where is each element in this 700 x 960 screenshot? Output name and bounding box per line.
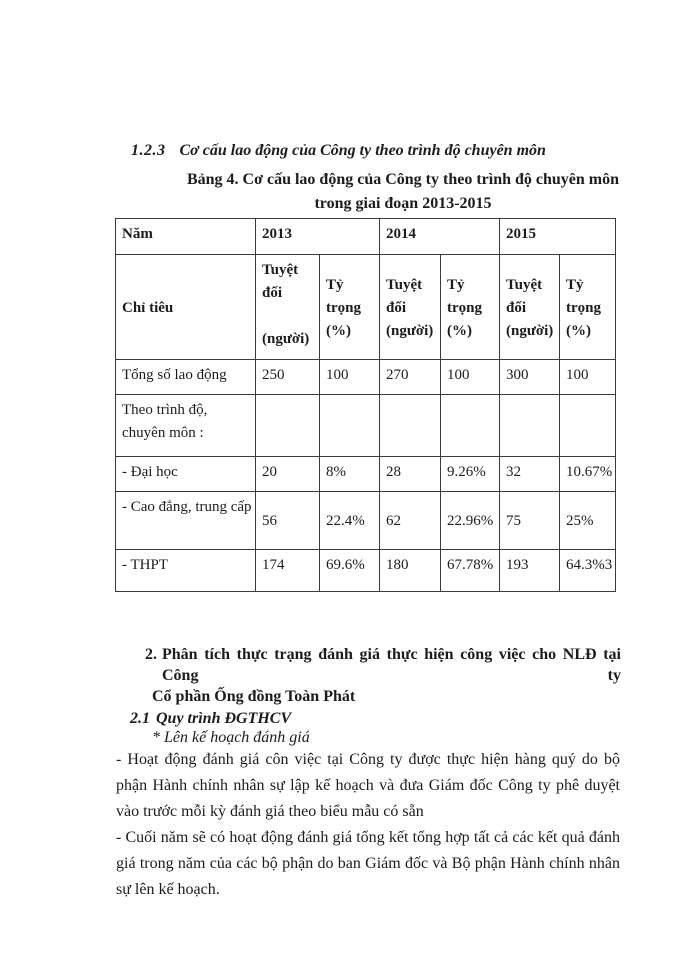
table-cell: 75 [499, 491, 560, 550]
body-paragraph-1: - Hoạt động đánh giá côn việc tại Công t… [116, 751, 620, 820]
subsection-number: 2.1 [130, 710, 150, 727]
header-cell-absolute-2014: Tuyệt đối (người) [379, 254, 441, 360]
table-cell: 180 [379, 549, 441, 592]
table-cell [319, 394, 380, 457]
header-cell-ratio-2013: Tỷ trọng (%) [319, 254, 380, 360]
row-label: Theo trình độ, chuyên môn : [115, 394, 256, 457]
table-row-total: Tổng số lao động 250 100 270 100 300 100 [115, 359, 616, 395]
table-cell: 64.3%3 [559, 549, 616, 592]
table-row-thpt: - THPT 174 69.6% 180 67.78% 193 64.3%3 [115, 549, 616, 592]
table-cell: 62 [379, 491, 441, 550]
table-caption: Bảng 4. Cơ cấu lao động của Công ty theo… [186, 168, 620, 216]
table-cell: 193 [499, 549, 560, 592]
plan-bullet-item: * Lên kế hoạch đánh giá [152, 729, 310, 746]
table-row-years: Năm 2013 2014 2015 [115, 218, 616, 255]
table-cell: 100 [559, 359, 616, 395]
labor-structure-table: Năm 2013 2014 2015 Chỉ tiêu Tuyệt đối (n… [115, 218, 616, 592]
section-2-title-line2: Cổ phần Ống đồng Toàn Phát [152, 688, 356, 705]
row-label: Tổng số lao động [115, 359, 256, 395]
header-cell-ratio-2015: Tỷ trọng (%) [559, 254, 616, 360]
table-cell: 270 [379, 359, 441, 395]
header-cell-2013: 2013 [255, 218, 380, 255]
header-cell-nam: Năm [115, 218, 256, 255]
table-cell: 8% [319, 456, 380, 492]
table-cell [499, 394, 560, 457]
row-label: - Cao đẳng, trung cấp [115, 491, 256, 550]
table-cell: 56 [255, 491, 320, 550]
table-row-cao-dang: - Cao đẳng, trung cấp 56 22.4% 62 22.96%… [115, 491, 616, 550]
table-cell [379, 394, 441, 457]
body-paragraph-2: - Cuối năm sẽ có hoạt động đánh giá tổng… [116, 829, 620, 898]
row-label: - THPT [115, 549, 256, 592]
table-cell: 100 [319, 359, 380, 395]
table-cell: 10.67% [559, 456, 616, 492]
section-number: 1.2.3 [131, 142, 166, 159]
table-cell [440, 394, 500, 457]
table-cell [559, 394, 616, 457]
table-cell: 25% [559, 491, 616, 550]
section-heading-2: 2. Phân tích thực trạng đánh giá thực hi… [145, 644, 621, 707]
table-cell: 9.26% [440, 456, 500, 492]
section-2-title-line1: Phân tích thực trạng đánh giá thực hiện … [162, 646, 621, 684]
section-heading-text: Cơ cấu lao động của Công ty theo trình đ… [179, 142, 546, 159]
header-cell-absolute-2013: Tuyệt đối (người) [255, 254, 320, 360]
subsection-heading-2-1: 2.1 Quy trình ĐGTHCV [130, 708, 700, 729]
table-cell: 32 [499, 456, 560, 492]
table-row-subheaders: Chỉ tiêu Tuyệt đối (người) Tỷ trọng (%) … [115, 254, 616, 360]
header-cell-2015: 2015 [499, 218, 616, 255]
table-cell: 22.4% [319, 491, 380, 550]
section-heading-1-2-3: 1.2.3 Cơ cấu lao động của Công ty theo tr… [131, 142, 700, 160]
table-cell: 250 [255, 359, 320, 395]
table-row-group-label: Theo trình độ, chuyên môn : [115, 394, 616, 457]
table-cell: 69.6% [319, 549, 380, 592]
table-cell: 22.96% [440, 491, 500, 550]
table-cell: 100 [440, 359, 500, 395]
row-label: - Đại học [115, 456, 256, 492]
header-cell-ratio-2014: Tỷ trọng (%) [440, 254, 500, 360]
table-cell: 67.78% [440, 549, 500, 592]
section-2-number: 2. [145, 646, 157, 663]
table-caption-line2: trong giai đoạn 2013-2015 [314, 195, 492, 212]
table-cell: 20 [255, 456, 320, 492]
table-cell [255, 394, 320, 457]
header-cell-chi-tieu: Chỉ tiêu [115, 254, 256, 360]
table-cell: 174 [255, 549, 320, 592]
header-cell-2014: 2014 [379, 218, 500, 255]
table-caption-line1: Bảng 4. Cơ cấu lao động của Công ty theo… [186, 171, 620, 188]
header-cell-absolute-2015: Tuyệt đối (người) [499, 254, 560, 360]
table-row-dai-hoc: - Đại học 20 8% 28 9.26% 32 10.67% [115, 456, 616, 492]
table-cell: 300 [499, 359, 560, 395]
subsection-title: Quy trình ĐGTHCV [156, 710, 292, 727]
table-cell: 28 [379, 456, 441, 492]
